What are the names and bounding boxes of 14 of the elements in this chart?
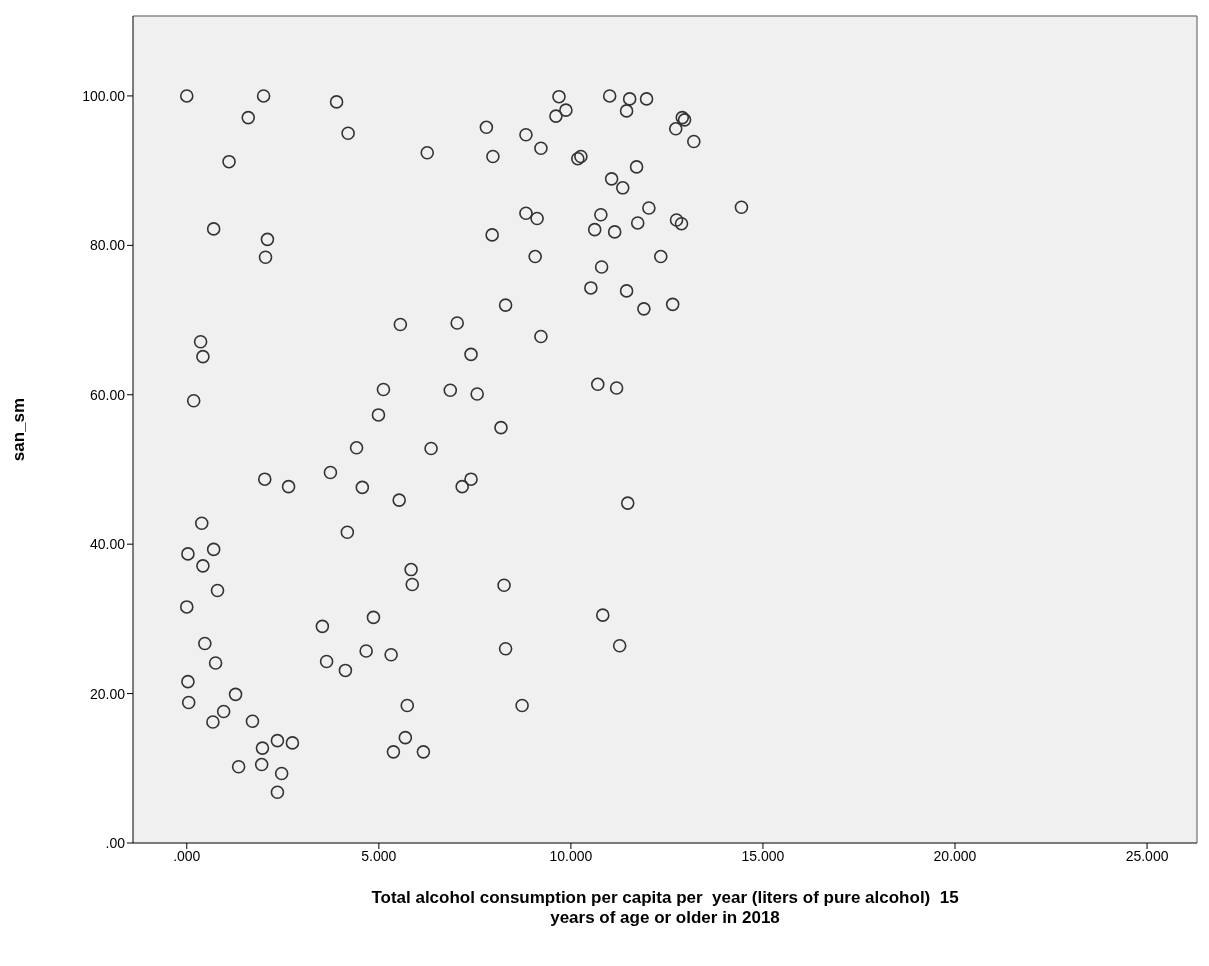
y-axis-title: san_sm bbox=[9, 397, 29, 462]
y-tick-label: 60.00 bbox=[89, 386, 126, 403]
y-tick-label: 80.00 bbox=[89, 237, 126, 254]
x-tick-label: 5.000 bbox=[361, 847, 397, 864]
y-tick-label: 20.00 bbox=[89, 685, 126, 702]
y-tick-label: .00 bbox=[105, 834, 126, 851]
y-tick-label: 100.00 bbox=[82, 87, 126, 104]
x-tick-label: .000 bbox=[173, 847, 201, 864]
x-axis-title: Total alcohol consumption per capita per year (liters of pure alcohol) 15 years of age or older in 2018 bbox=[371, 888, 959, 927]
x-tick-label: 15.000 bbox=[741, 847, 785, 864]
x-tick-label: 20.000 bbox=[933, 847, 977, 864]
y-tick-label: 40.00 bbox=[89, 536, 126, 553]
x-tick-label: 25.000 bbox=[1125, 847, 1169, 864]
x-tick-label: 10.000 bbox=[549, 847, 593, 864]
